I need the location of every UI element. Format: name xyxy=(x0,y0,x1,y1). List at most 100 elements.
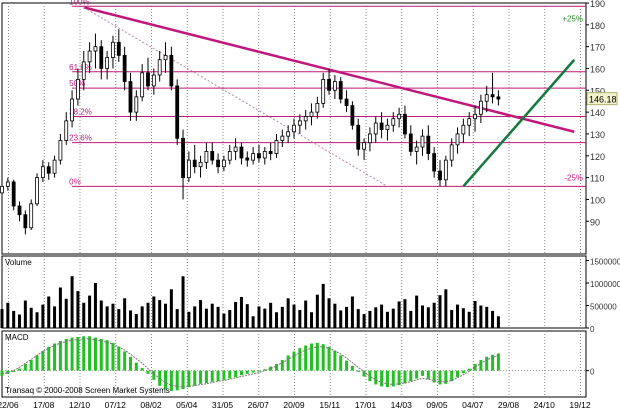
candle-body xyxy=(24,215,27,228)
macd-bar xyxy=(123,351,126,370)
volume-bar xyxy=(392,309,395,328)
trendline-uptrend xyxy=(463,60,574,187)
volume-bar xyxy=(298,310,301,328)
macd-bar xyxy=(403,371,406,384)
x-tick-label: 22/06 xyxy=(0,400,19,410)
macd-bar xyxy=(129,357,132,371)
macd-bar xyxy=(240,371,243,376)
macd-bar xyxy=(427,371,430,380)
macd-bar xyxy=(76,337,79,371)
macd-bar xyxy=(182,371,185,389)
volume-bar xyxy=(462,308,465,328)
candle-body xyxy=(252,154,255,161)
macd-bar xyxy=(351,366,354,371)
macd-bar xyxy=(106,340,109,370)
candle-body xyxy=(234,147,237,151)
volume-bar xyxy=(339,310,342,328)
candle-body xyxy=(36,178,39,204)
volume-bar xyxy=(88,296,91,328)
y-tick-label: 140 xyxy=(590,108,605,118)
macd-bar xyxy=(211,371,214,382)
volume-bar xyxy=(94,283,97,328)
volume-bar xyxy=(59,288,62,329)
candle-body xyxy=(316,103,319,112)
macd-bar xyxy=(374,371,377,385)
volume-bar xyxy=(1,309,4,328)
macd-bar xyxy=(322,344,325,370)
macd-bar xyxy=(111,343,114,371)
macd-bar xyxy=(333,351,336,371)
volume-bar xyxy=(310,312,313,328)
candle-body xyxy=(47,167,50,174)
volume-bar xyxy=(53,306,56,328)
volume-bar xyxy=(117,309,120,328)
macd-bar xyxy=(222,371,225,380)
volume-bar xyxy=(491,311,494,328)
candle-body xyxy=(88,51,91,62)
candle-body xyxy=(491,95,494,97)
macd-bar xyxy=(252,371,255,373)
candle-body xyxy=(310,112,313,116)
candle-body xyxy=(468,119,471,126)
percent-annotation: -25% xyxy=(564,174,583,183)
volume-bar xyxy=(217,307,220,328)
candle-body xyxy=(263,151,266,158)
macd-bar xyxy=(415,371,418,379)
candle-body xyxy=(199,162,202,166)
volume-bar xyxy=(497,316,500,328)
macd-bar xyxy=(47,347,50,371)
candle-body xyxy=(427,136,430,153)
y-tick-label: 130 xyxy=(590,130,605,140)
y-tick-label: 110 xyxy=(590,174,604,184)
x-tick-label: 07/12 xyxy=(105,400,127,410)
y-tick-label: 170 xyxy=(590,43,605,53)
y-tick-label: 1000000 xyxy=(590,280,620,289)
volume-bar xyxy=(269,303,272,328)
macd-bar xyxy=(88,336,91,370)
volume-bar xyxy=(316,295,319,328)
percent-annotation: +25% xyxy=(562,14,583,23)
macd-bar xyxy=(293,351,296,370)
macd-bar xyxy=(82,336,85,370)
candle-body xyxy=(30,204,33,228)
volume-bar xyxy=(246,304,249,328)
macd-bar xyxy=(246,371,249,374)
volume-bar xyxy=(147,303,150,328)
volume-bar xyxy=(368,311,371,328)
volume-bar xyxy=(415,296,418,328)
volume-bar xyxy=(275,312,278,328)
candle-body xyxy=(211,151,214,160)
volume-bar xyxy=(18,315,21,329)
macd-bar xyxy=(53,344,56,371)
candle-body xyxy=(380,123,383,130)
candle-body xyxy=(304,116,307,120)
volume-bar xyxy=(135,314,138,328)
volume-title: Volume xyxy=(5,258,32,267)
fib-level-label: 100% xyxy=(69,0,89,6)
volume-bar xyxy=(485,307,488,328)
candle-body xyxy=(275,141,278,154)
candle-body xyxy=(147,73,150,86)
candle-body xyxy=(158,60,161,75)
candle-body xyxy=(123,55,126,81)
candle-body xyxy=(298,121,301,125)
candle-body xyxy=(164,55,167,59)
candle-body xyxy=(322,79,325,103)
volume-bar xyxy=(211,304,214,328)
y-tick-label: 90 xyxy=(590,217,600,227)
volume-bar xyxy=(193,306,196,328)
candle-body xyxy=(18,206,21,215)
macd-bar xyxy=(468,369,471,371)
volume-bar xyxy=(252,316,255,328)
macd-bar xyxy=(456,371,459,378)
macd-bar xyxy=(328,347,331,371)
candle-body xyxy=(111,42,114,57)
macd-bar xyxy=(18,369,21,371)
candle-body xyxy=(479,101,482,114)
macd-bar xyxy=(100,339,103,371)
candle-body xyxy=(12,182,15,206)
volume-bar xyxy=(479,306,482,329)
candle-body xyxy=(205,151,208,162)
volume-bar xyxy=(345,307,348,328)
